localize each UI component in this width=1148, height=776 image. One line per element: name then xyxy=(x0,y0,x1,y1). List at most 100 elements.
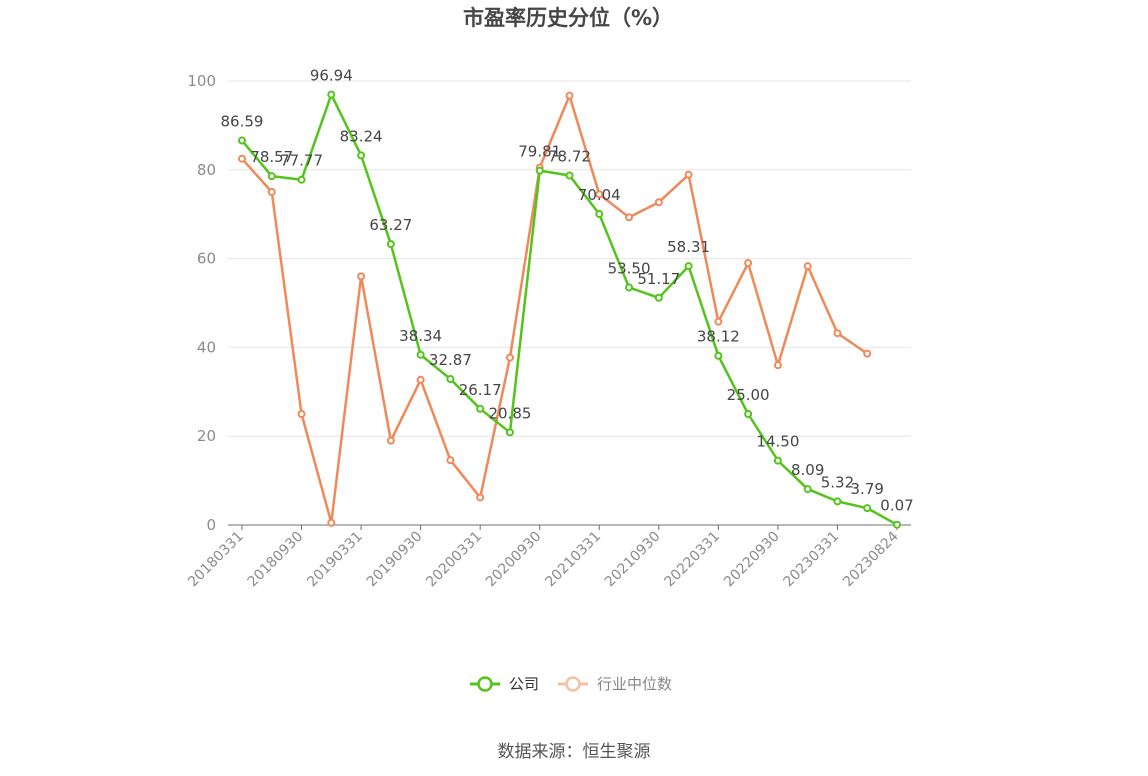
data-label: 63.27 xyxy=(369,216,412,234)
x-tick-label: 20230824 xyxy=(840,528,902,590)
data-point xyxy=(714,351,723,360)
data-label: 79.81 xyxy=(518,143,561,161)
data-label: 78.72 xyxy=(548,147,591,165)
data-point xyxy=(773,361,782,370)
data-label: 25.00 xyxy=(727,386,770,404)
data-point xyxy=(386,436,395,445)
data-point xyxy=(654,293,663,302)
x-tick-label: 20210930 xyxy=(602,529,664,591)
data-label: 8.09 xyxy=(791,461,824,479)
data-point xyxy=(238,154,246,163)
legend-label-industry-median: 行业中位数 xyxy=(597,675,672,693)
data-point xyxy=(863,504,872,513)
data-point xyxy=(357,151,366,160)
y-tick-label: 60 xyxy=(197,250,216,268)
data-point xyxy=(267,188,276,196)
y-axis: 0 20 40 60 80 100 xyxy=(187,72,216,534)
x-tick-label: 20220930 xyxy=(721,529,783,591)
data-point xyxy=(297,410,306,418)
x-tick-label: 20190331 xyxy=(304,529,366,591)
legend-item-company[interactable]: 公司 xyxy=(470,675,539,693)
data-label: 3.79 xyxy=(851,480,884,498)
data-point xyxy=(267,172,276,181)
data-label: 0.07 xyxy=(880,497,913,515)
legend-label-company: 公司 xyxy=(509,675,539,693)
data-label: 70.04 xyxy=(578,186,621,204)
series-lines xyxy=(238,90,901,529)
data-point xyxy=(357,272,366,281)
data-point xyxy=(416,375,425,384)
data-point xyxy=(446,375,455,384)
legend-marker-industry-median xyxy=(565,676,581,692)
y-tick-label: 0 xyxy=(206,516,216,534)
series-industry-median xyxy=(238,91,872,527)
data-label: 58.31 xyxy=(667,238,710,256)
data-point xyxy=(684,262,693,271)
data-point xyxy=(297,175,306,184)
x-tick-label: 20230331 xyxy=(781,529,843,591)
data-point xyxy=(238,136,246,145)
x-tick-label: 20180930 xyxy=(245,529,307,591)
data-point xyxy=(327,90,336,99)
data-point xyxy=(744,259,753,268)
data-label: 78.57 xyxy=(250,148,293,166)
data-point xyxy=(744,410,753,418)
data-label: 83.24 xyxy=(340,127,383,145)
data-point xyxy=(476,404,485,413)
source-note: 数据来源：恒生聚源 xyxy=(498,742,651,762)
x-tick-label: 20190930 xyxy=(364,529,426,591)
data-point xyxy=(565,91,574,100)
data-label: 14.50 xyxy=(756,433,799,451)
data-point xyxy=(803,262,812,271)
data-point xyxy=(654,198,663,207)
data-point xyxy=(505,353,514,362)
data-point xyxy=(773,456,782,465)
x-tick-label: 20180331 xyxy=(185,529,247,591)
data-label: 86.59 xyxy=(221,113,264,131)
data-point xyxy=(535,166,544,175)
y-tick-label: 20 xyxy=(197,427,216,445)
data-label: 38.34 xyxy=(399,327,442,345)
data-point xyxy=(595,210,604,219)
series-line xyxy=(241,94,868,525)
data-label: 38.12 xyxy=(697,328,740,346)
series-company xyxy=(238,90,901,529)
data-point xyxy=(625,283,634,292)
data-point xyxy=(625,213,634,222)
data-point xyxy=(476,493,485,502)
y-tick-label: 40 xyxy=(197,338,216,356)
data-point xyxy=(863,349,872,358)
x-tick-label: 20200930 xyxy=(483,529,545,591)
chart-title: 市盈率历史分位（%） xyxy=(463,6,673,30)
legend-item-industry-median[interactable]: 行业中位数 xyxy=(558,675,672,693)
legend[interactable]: 公司 行业中位数 xyxy=(470,675,672,693)
x-axis: 2018033120180930201903312019093020200331… xyxy=(185,524,911,591)
data-point xyxy=(833,497,842,506)
data-label: 77.77 xyxy=(280,152,323,170)
data-label: 51.17 xyxy=(637,270,680,288)
data-point xyxy=(327,518,336,527)
grid-lines xyxy=(228,80,911,437)
y-tick-label: 80 xyxy=(197,161,216,179)
data-point xyxy=(714,317,723,326)
data-point xyxy=(386,240,395,249)
data-point xyxy=(803,485,812,494)
data-label: 32.87 xyxy=(429,351,472,369)
data-point xyxy=(505,428,514,437)
data-label: 20.85 xyxy=(488,404,531,422)
data-point xyxy=(684,170,693,179)
data-point xyxy=(595,190,604,199)
data-point xyxy=(893,520,901,529)
data-point xyxy=(446,456,455,465)
data-point xyxy=(833,329,842,338)
legend-marker-company xyxy=(477,676,493,692)
data-label: 96.94 xyxy=(310,67,353,85)
x-tick-label: 20200331 xyxy=(423,529,485,591)
data-label: 5.32 xyxy=(821,473,854,491)
data-label: 26.17 xyxy=(459,381,502,399)
data-label: 53.50 xyxy=(608,259,651,277)
data-point xyxy=(416,350,425,359)
y-tick-label: 100 xyxy=(187,72,216,90)
